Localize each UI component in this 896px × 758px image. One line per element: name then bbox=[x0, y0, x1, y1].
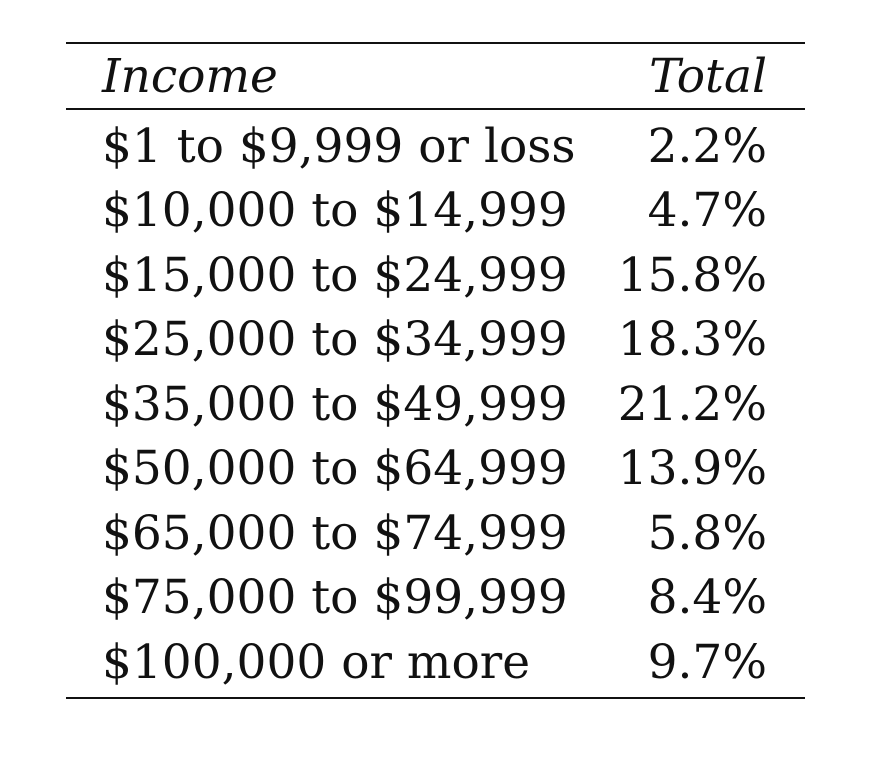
income-cell: $75,000 to $99,999 bbox=[102, 570, 568, 626]
table-body: $1 to $9,999 or loss 2.2% $10,000 to $14… bbox=[66, 110, 805, 697]
table-row: $15,000 to $24,999 15.8% bbox=[66, 243, 805, 308]
total-cell: 13.9% bbox=[617, 441, 767, 497]
table-row: $25,000 to $34,999 18.3% bbox=[66, 308, 805, 373]
income-cell: $1 to $9,999 or loss bbox=[102, 118, 576, 174]
total-cell: 9.7% bbox=[647, 634, 767, 690]
income-cell: $65,000 to $74,999 bbox=[102, 505, 568, 561]
income-table: Income Total $1 to $9,999 or loss 2.2% $… bbox=[66, 42, 805, 699]
table-row: $75,000 to $99,999 8.4% bbox=[66, 566, 805, 631]
table-row: $65,000 to $74,999 5.8% bbox=[66, 501, 805, 566]
table-row: $50,000 to $64,999 13.9% bbox=[66, 437, 805, 502]
income-cell: $15,000 to $24,999 bbox=[102, 247, 568, 303]
income-cell: $100,000 or more bbox=[102, 634, 531, 690]
table-top-rule bbox=[66, 42, 805, 44]
total-cell: 15.8% bbox=[617, 247, 767, 303]
total-cell: 8.4% bbox=[647, 570, 767, 626]
table-row: $1 to $9,999 or loss 2.2% bbox=[66, 114, 805, 179]
total-cell: 18.3% bbox=[617, 312, 767, 368]
income-cell: $35,000 to $49,999 bbox=[102, 376, 568, 432]
income-cell: $10,000 to $14,999 bbox=[102, 183, 568, 239]
total-cell: 2.2% bbox=[647, 118, 767, 174]
table-header-row: Income Total bbox=[66, 44, 805, 108]
table-bottom-rule bbox=[66, 696, 805, 699]
income-cell: $50,000 to $64,999 bbox=[102, 441, 568, 497]
table-row: $35,000 to $49,999 21.2% bbox=[66, 372, 805, 437]
table-header-rule bbox=[66, 108, 805, 110]
total-cell: 4.7% bbox=[647, 183, 767, 239]
table-row: $10,000 to $14,999 4.7% bbox=[66, 179, 805, 244]
header-income: Income bbox=[102, 48, 278, 104]
total-cell: 21.2% bbox=[617, 376, 767, 432]
header-total: Total bbox=[649, 48, 767, 104]
total-cell: 5.8% bbox=[647, 505, 767, 561]
table-row: $100,000 or more 9.7% bbox=[66, 630, 805, 695]
income-cell: $25,000 to $34,999 bbox=[102, 312, 568, 368]
